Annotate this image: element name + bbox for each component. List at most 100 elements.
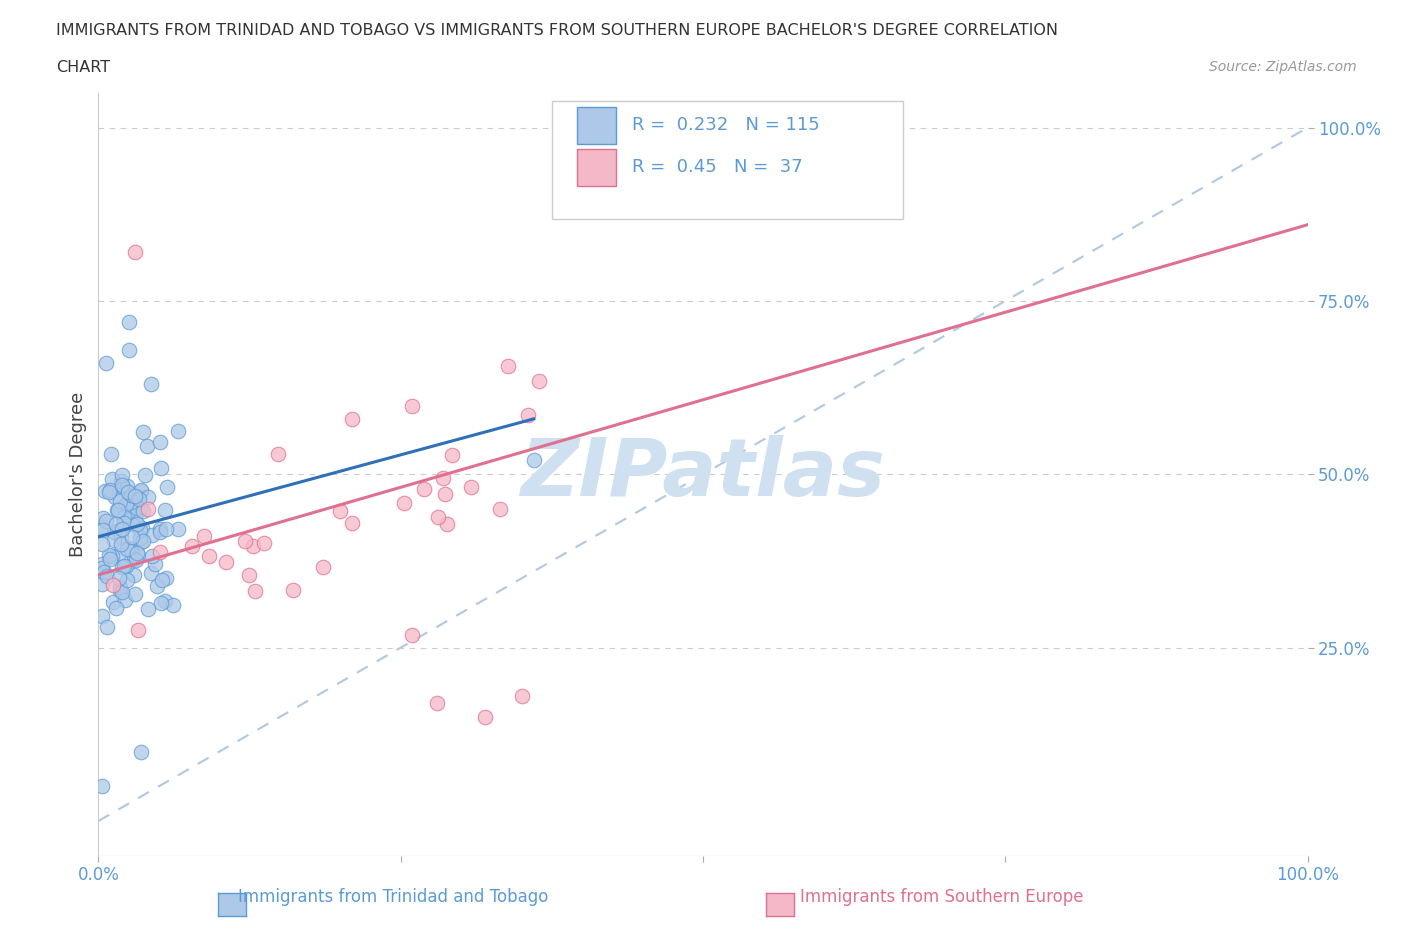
Point xyxy=(460,480,482,495)
Point xyxy=(155,521,177,536)
Point xyxy=(112,510,135,525)
Point xyxy=(496,359,519,374)
Point xyxy=(125,552,148,567)
Point xyxy=(198,549,221,564)
Point xyxy=(149,545,172,560)
Point xyxy=(111,522,134,537)
Point xyxy=(129,484,152,498)
Point xyxy=(146,578,169,593)
Point xyxy=(91,537,114,551)
Point xyxy=(125,546,148,561)
Point xyxy=(111,468,134,483)
Point xyxy=(124,488,146,503)
Point xyxy=(329,504,352,519)
Point xyxy=(312,560,335,575)
Point xyxy=(166,522,188,537)
Point xyxy=(149,521,172,536)
Point xyxy=(98,483,121,498)
Point xyxy=(155,571,177,586)
Point xyxy=(149,434,172,449)
Point xyxy=(340,516,363,531)
Text: R =  0.45   N =  37: R = 0.45 N = 37 xyxy=(631,158,803,177)
Point xyxy=(105,503,128,518)
Point xyxy=(91,511,114,525)
Point xyxy=(149,525,172,539)
Text: Immigrants from Trinidad and Tobago: Immigrants from Trinidad and Tobago xyxy=(239,888,548,907)
Point xyxy=(426,696,449,711)
Point xyxy=(91,778,114,793)
Point xyxy=(141,527,163,542)
Point xyxy=(122,551,145,566)
Point xyxy=(121,530,143,545)
Point xyxy=(94,484,117,498)
Point xyxy=(115,541,138,556)
Point xyxy=(120,487,142,502)
Point xyxy=(150,596,173,611)
Point xyxy=(107,548,129,563)
Point xyxy=(120,544,142,559)
Point xyxy=(131,521,153,536)
Point xyxy=(115,497,138,512)
Point xyxy=(120,494,142,509)
Point xyxy=(238,567,260,582)
Point xyxy=(91,520,114,535)
Point xyxy=(115,479,138,494)
Point xyxy=(107,571,129,586)
Point xyxy=(117,573,139,588)
Point xyxy=(101,472,124,486)
Point xyxy=(127,548,149,563)
Point xyxy=(104,601,127,616)
Point xyxy=(107,502,129,517)
Point xyxy=(108,579,131,594)
Point xyxy=(114,592,136,607)
Point xyxy=(129,483,152,498)
Point xyxy=(153,594,176,609)
Point xyxy=(281,582,304,597)
FancyBboxPatch shape xyxy=(578,149,616,186)
Point xyxy=(110,584,132,599)
Point xyxy=(124,587,146,602)
Point xyxy=(215,554,238,569)
Point xyxy=(127,517,149,532)
Point xyxy=(94,513,117,528)
Point xyxy=(110,493,132,508)
Point xyxy=(267,446,290,461)
Point xyxy=(91,523,114,538)
Text: CHART: CHART xyxy=(56,60,110,75)
Point xyxy=(111,584,134,599)
Point xyxy=(108,501,131,516)
Point xyxy=(96,568,118,583)
Point xyxy=(91,556,114,571)
Point xyxy=(489,501,512,516)
Point xyxy=(100,447,122,462)
Point xyxy=(127,490,149,505)
Point xyxy=(136,489,159,504)
FancyBboxPatch shape xyxy=(578,107,616,144)
Point xyxy=(155,503,177,518)
Point xyxy=(401,398,423,413)
Point xyxy=(129,531,152,546)
Point xyxy=(98,552,121,567)
Point xyxy=(193,528,215,543)
Point xyxy=(114,500,136,515)
Point xyxy=(134,468,156,483)
Point xyxy=(440,447,463,462)
FancyBboxPatch shape xyxy=(551,100,903,219)
Point xyxy=(93,565,115,579)
Point xyxy=(136,439,159,454)
Point xyxy=(111,479,134,494)
Point xyxy=(141,548,163,563)
Point xyxy=(426,510,449,525)
Y-axis label: Bachelor's Degree: Bachelor's Degree xyxy=(69,392,87,557)
Point xyxy=(162,597,184,612)
Point xyxy=(117,342,139,357)
Point xyxy=(127,623,149,638)
Point xyxy=(413,482,436,497)
Point xyxy=(150,461,173,476)
Text: ZIPatlas: ZIPatlas xyxy=(520,435,886,513)
Point xyxy=(242,538,264,553)
Point xyxy=(96,619,118,634)
Point xyxy=(128,502,150,517)
Text: R =  0.232   N = 115: R = 0.232 N = 115 xyxy=(631,116,820,135)
Point xyxy=(433,486,456,501)
